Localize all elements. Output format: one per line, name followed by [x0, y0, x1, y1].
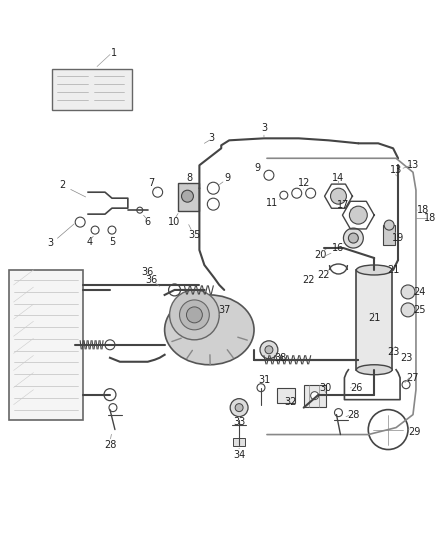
Circle shape [402, 381, 410, 389]
Text: 11: 11 [266, 198, 278, 208]
Text: 7: 7 [148, 178, 155, 188]
Bar [357, 270, 392, 370]
Text: 37: 37 [218, 305, 230, 315]
Circle shape [153, 187, 162, 197]
Text: 13: 13 [390, 165, 402, 175]
Circle shape [169, 284, 180, 296]
Circle shape [75, 217, 85, 227]
Text: 21: 21 [368, 313, 381, 323]
Circle shape [292, 188, 302, 198]
Text: 26: 26 [350, 383, 363, 393]
Text: 31: 31 [258, 375, 270, 385]
Circle shape [257, 384, 265, 392]
Circle shape [108, 226, 116, 234]
Text: 24: 24 [414, 287, 426, 297]
Circle shape [401, 285, 415, 299]
Text: 3: 3 [261, 123, 267, 133]
Circle shape [181, 190, 194, 202]
Text: 8: 8 [187, 173, 193, 183]
Text: 25: 25 [413, 305, 426, 315]
Text: 30: 30 [319, 383, 332, 393]
Circle shape [170, 290, 219, 340]
Text: 23: 23 [387, 347, 399, 357]
Circle shape [335, 409, 343, 417]
Circle shape [280, 191, 288, 199]
Text: 14: 14 [332, 173, 345, 183]
Circle shape [343, 228, 363, 248]
Bar [53, 69, 132, 110]
Text: 13: 13 [407, 160, 419, 170]
Bar [304, 385, 325, 407]
Circle shape [348, 233, 358, 243]
Circle shape [235, 403, 243, 411]
Circle shape [109, 403, 117, 411]
Circle shape [306, 188, 316, 198]
Bar [277, 387, 295, 402]
Text: 36: 36 [145, 275, 158, 285]
Text: 4: 4 [87, 237, 93, 247]
Circle shape [137, 207, 143, 213]
Text: 2: 2 [59, 180, 65, 190]
Ellipse shape [165, 295, 254, 365]
Text: 32: 32 [285, 397, 297, 407]
Text: 17: 17 [337, 200, 350, 210]
Text: 28: 28 [347, 410, 360, 419]
Text: 18: 18 [417, 205, 429, 215]
Text: 19: 19 [392, 233, 404, 243]
Text: 22: 22 [317, 270, 330, 280]
Text: 18: 18 [424, 213, 436, 223]
Text: 29: 29 [408, 426, 420, 437]
Circle shape [350, 206, 367, 224]
Text: 10: 10 [169, 217, 181, 227]
Text: 34: 34 [233, 449, 245, 459]
Text: 28: 28 [104, 440, 116, 449]
Circle shape [265, 346, 273, 354]
Text: 33: 33 [233, 417, 245, 426]
Circle shape [105, 340, 115, 350]
Text: 9: 9 [254, 163, 260, 173]
Ellipse shape [357, 365, 392, 375]
Text: 12: 12 [297, 178, 310, 188]
Circle shape [207, 198, 219, 210]
Bar [9, 270, 83, 419]
Bar [383, 225, 395, 245]
Text: 20: 20 [314, 250, 327, 260]
Ellipse shape [357, 265, 392, 275]
Circle shape [91, 226, 99, 234]
Circle shape [264, 170, 274, 180]
Circle shape [207, 182, 219, 194]
Circle shape [368, 410, 408, 449]
Text: 36: 36 [141, 267, 154, 277]
Circle shape [104, 389, 116, 401]
Text: 6: 6 [145, 217, 151, 227]
Circle shape [230, 399, 248, 417]
Text: 5: 5 [109, 237, 115, 247]
Text: 3: 3 [208, 133, 214, 143]
Text: 38: 38 [275, 353, 287, 363]
Text: 21: 21 [387, 265, 399, 275]
Circle shape [384, 220, 394, 230]
Text: 35: 35 [188, 230, 201, 240]
Text: 22: 22 [302, 275, 315, 285]
Text: 16: 16 [332, 243, 345, 253]
Circle shape [180, 300, 209, 330]
Circle shape [331, 188, 346, 204]
Text: 3: 3 [47, 238, 53, 248]
Bar [177, 183, 199, 211]
Circle shape [260, 341, 278, 359]
Text: 27: 27 [407, 373, 419, 383]
Bar [233, 438, 245, 446]
Text: 9: 9 [224, 173, 230, 183]
Text: 1: 1 [111, 47, 117, 58]
Text: 23: 23 [400, 353, 412, 363]
Circle shape [311, 392, 318, 400]
Circle shape [187, 307, 202, 323]
Circle shape [401, 303, 415, 317]
